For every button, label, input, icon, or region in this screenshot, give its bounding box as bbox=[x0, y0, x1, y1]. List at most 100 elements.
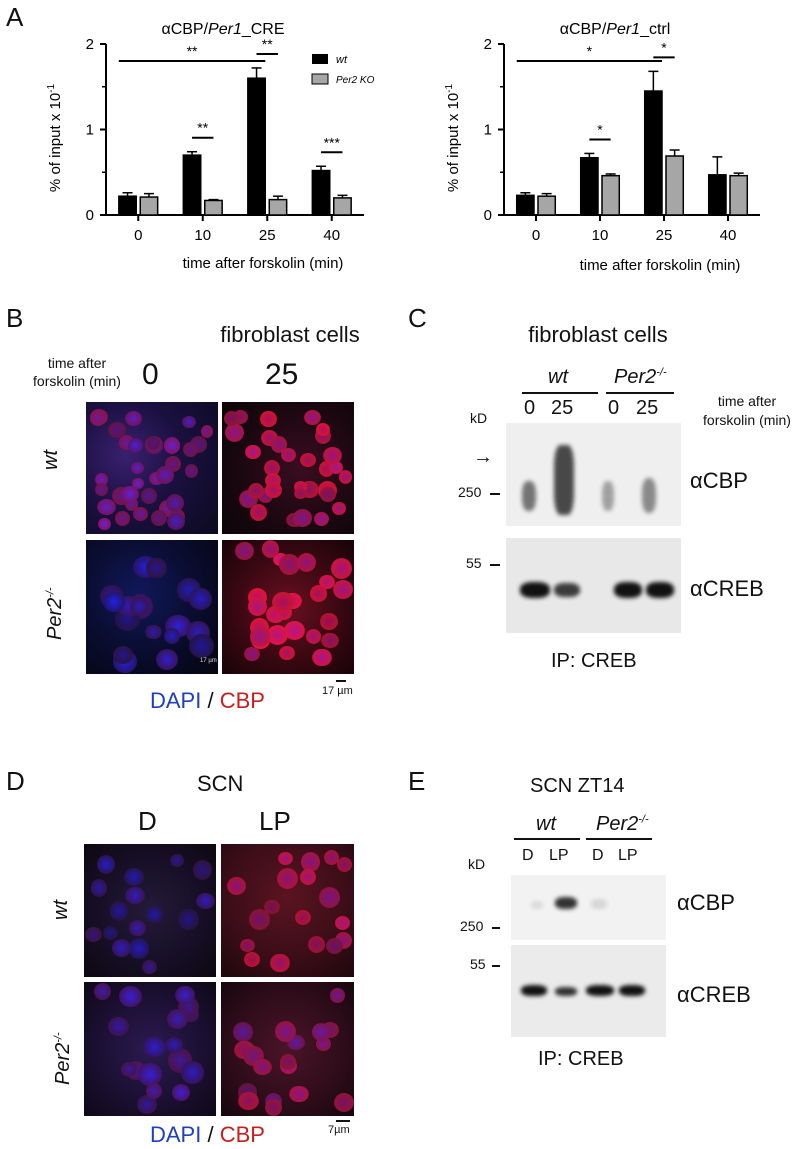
e-ab-creb: αCREB bbox=[677, 982, 751, 1007]
cell-nucleus bbox=[124, 886, 146, 905]
c-ab-creb: αCREB bbox=[690, 576, 764, 601]
chart-ctrl-ylabel: % of input x 10-1 bbox=[444, 84, 462, 193]
e-lane-3: D bbox=[592, 847, 604, 864]
chart-ctrl-title: αCBP/Per1_ctrl bbox=[560, 21, 671, 38]
b-scale-label: 17 µm bbox=[322, 685, 353, 697]
cell-nucleus bbox=[95, 482, 108, 496]
b-legend: DAPI / CBP bbox=[150, 688, 265, 714]
b-image-wt-25 bbox=[222, 402, 354, 534]
cell-nucleus bbox=[163, 437, 180, 454]
chart-ctrl: αCBP/Per1_ctrl % of input x 10-1 time af… bbox=[444, 21, 760, 274]
significance-label: * bbox=[587, 43, 593, 59]
cell-nucleus bbox=[113, 645, 133, 664]
b-legend-cbp: CBP bbox=[219, 688, 265, 713]
cell-nucleus bbox=[166, 1009, 188, 1029]
cell-nucleus bbox=[325, 938, 344, 955]
significance-label: ** bbox=[187, 43, 198, 59]
cell-nucleus bbox=[333, 579, 353, 600]
cell-nucleus bbox=[119, 986, 143, 1007]
cell-nucleus bbox=[155, 466, 174, 485]
cell-nucleus bbox=[90, 879, 107, 897]
cell-nucleus bbox=[192, 859, 212, 880]
cell-nucleus bbox=[318, 886, 341, 909]
e-wt-underline bbox=[514, 838, 580, 840]
cell-nucleus bbox=[138, 1062, 162, 1087]
d-col-lp: LP bbox=[259, 806, 291, 836]
legend-swatch-wt bbox=[312, 54, 328, 64]
cell-nucleus bbox=[180, 1061, 204, 1084]
e-mw-250: 250 bbox=[460, 918, 484, 934]
cell-nucleus bbox=[185, 464, 199, 478]
e-mw-55: 55 bbox=[470, 956, 486, 972]
cell-nucleus bbox=[293, 487, 308, 500]
y-tick-label: 2 bbox=[484, 36, 492, 53]
cell-nucleus bbox=[323, 447, 343, 465]
cell-nucleus bbox=[332, 501, 347, 515]
e-ip-label: IP: CREB bbox=[538, 1048, 624, 1070]
cell-nucleus bbox=[232, 1021, 253, 1042]
cell-nucleus bbox=[178, 909, 199, 930]
bar-ko bbox=[333, 197, 352, 216]
cell-nucleus bbox=[151, 509, 168, 526]
cell-nucleus bbox=[145, 625, 162, 640]
cell-nucleus bbox=[224, 410, 240, 427]
cell-nucleus bbox=[279, 646, 296, 661]
d-legend: DAPI / CBP bbox=[150, 1122, 265, 1148]
bar-ko bbox=[268, 198, 288, 216]
cell-nucleus bbox=[328, 460, 343, 475]
cell-nucleus bbox=[280, 1054, 296, 1071]
bar-wt bbox=[643, 90, 663, 216]
cell-nucleus bbox=[272, 591, 294, 614]
cell-nucleus bbox=[238, 1092, 259, 1111]
bar-wt bbox=[311, 169, 331, 216]
x-tick-label: 10 bbox=[592, 227, 609, 244]
cell-nucleus bbox=[103, 591, 125, 612]
cell-nucleus bbox=[261, 540, 280, 559]
cell-nucleus bbox=[136, 1094, 157, 1114]
b-title: fibroblast cells bbox=[220, 322, 360, 347]
c-lane-3: 0 bbox=[608, 397, 620, 419]
y-tick-label: 0 bbox=[484, 207, 492, 224]
c-title: fibroblast cells bbox=[528, 322, 668, 347]
cell-nucleus bbox=[98, 517, 111, 531]
cell-nucleus bbox=[334, 915, 351, 930]
cell-nucleus bbox=[107, 422, 127, 439]
cell-nucleus bbox=[300, 852, 320, 873]
cell-nucleus bbox=[252, 1058, 272, 1076]
bar-ko bbox=[139, 196, 159, 216]
c-lane-4: 25 bbox=[636, 397, 659, 419]
e-lane-4: LP bbox=[618, 847, 638, 864]
significance-label: * bbox=[661, 39, 667, 55]
cell-nucleus bbox=[90, 410, 107, 427]
bar-wt bbox=[515, 194, 535, 216]
cell-nucleus bbox=[265, 1098, 283, 1116]
panel-label-d: D bbox=[6, 766, 25, 796]
chart-cre-xlabel: time after forskolin (min) bbox=[183, 255, 344, 272]
bar-wt bbox=[182, 154, 202, 216]
cell-nucleus bbox=[283, 621, 305, 641]
cell-nucleus bbox=[94, 982, 112, 1000]
cell-nucleus bbox=[111, 938, 132, 957]
significance-label: ** bbox=[197, 120, 208, 136]
cell-nucleus bbox=[121, 1062, 138, 1078]
b-legend-dapi: DAPI bbox=[150, 688, 202, 713]
cell-nucleus bbox=[260, 410, 277, 428]
panel-label-a: A bbox=[6, 2, 24, 32]
cell-nucleus bbox=[244, 646, 260, 661]
cell-nucleus bbox=[293, 481, 307, 493]
c-mw-55: 55 bbox=[466, 555, 482, 571]
bar-wt bbox=[579, 156, 599, 216]
legend-label-wt: wt bbox=[336, 54, 348, 66]
cell-nucleus bbox=[140, 487, 158, 504]
bar-ko bbox=[537, 195, 557, 216]
cell-nucleus bbox=[96, 498, 116, 516]
c-blot-creb bbox=[506, 538, 681, 633]
cell-nucleus bbox=[130, 596, 149, 616]
d-legend-dapi: DAPI bbox=[150, 1122, 202, 1147]
b-col-25: 25 bbox=[265, 358, 299, 391]
cell-nucleus bbox=[263, 900, 280, 914]
d-legend-slash: / bbox=[207, 1122, 214, 1147]
cell-nucleus bbox=[299, 452, 317, 468]
bar-wt bbox=[118, 195, 137, 216]
panel-label-c: C bbox=[408, 303, 427, 333]
